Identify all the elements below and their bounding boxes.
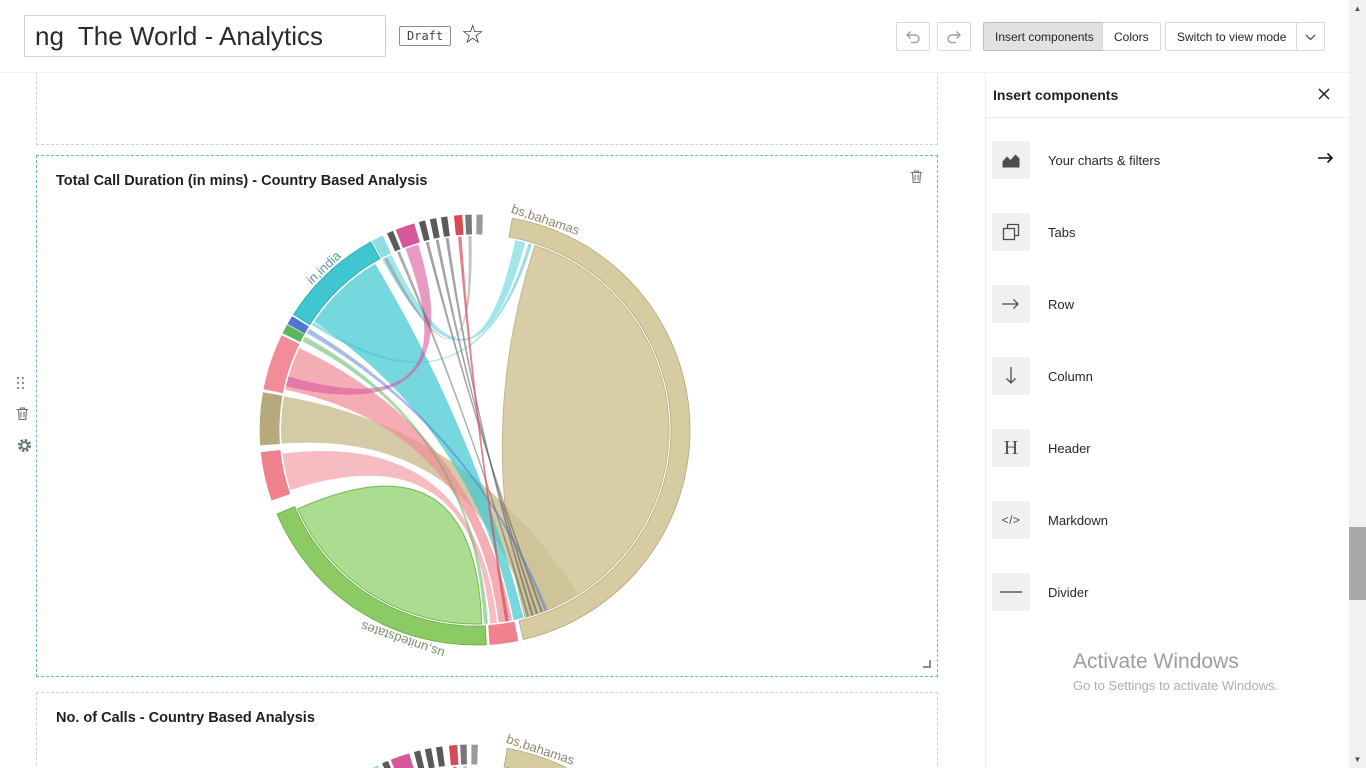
arrow-down-icon: [992, 357, 1030, 395]
trash-icon: [910, 170, 923, 184]
arrow-right-icon[interactable]: [1317, 151, 1335, 169]
sidebar-item-label: Divider: [1048, 584, 1089, 600]
close-icon: [1318, 87, 1330, 100]
favorite-star-icon[interactable]: ☆: [461, 19, 485, 49]
sidebar-item-tabs[interactable]: Tabs: [986, 196, 1349, 268]
scrollbar-thumb[interactable]: [1349, 527, 1366, 600]
panel-left-controls: [14, 376, 36, 470]
sidebar-item-list: Your charts & filters Tabs Row Column: [986, 118, 1349, 628]
header-icon: H: [992, 429, 1030, 467]
undo-icon: [906, 30, 920, 43]
sidebar-item-column[interactable]: Column: [986, 340, 1349, 412]
trash-icon: [16, 407, 29, 421]
gear-icon: [18, 439, 31, 452]
colors-button[interactable]: Colors: [1102, 22, 1161, 51]
chord-chart-call-duration: bs,bahamas us,unitedstates in,india: [37, 156, 937, 676]
insert-components-button[interactable]: Insert components: [983, 22, 1106, 51]
sidebar-item-markdown[interactable]: </> Markdown: [986, 484, 1349, 556]
drag-dots-icon: [16, 376, 25, 390]
chart-panel-no-of-calls[interactable]: No. of Calls - Country Based Analysis bs…: [36, 692, 938, 768]
area-chart-icon: [992, 141, 1030, 179]
draft-badge: Draft: [399, 26, 452, 46]
sidebar-item-divider[interactable]: Divider: [986, 556, 1349, 628]
chart-title: Total Call Duration (in mins) - Country …: [56, 173, 428, 189]
chart-title: No. of Calls - Country Based Analysis: [56, 710, 315, 726]
tabs-icon: [992, 213, 1030, 251]
sidebar-item-label: Your charts & filters: [1048, 152, 1161, 168]
sidebar-item-label: Markdown: [1048, 512, 1108, 528]
sidebar-title: Insert components: [993, 87, 1119, 103]
panel-settings-button[interactable]: [16, 437, 33, 457]
resize-handle[interactable]: [923, 660, 931, 668]
delete-panel-button[interactable]: [16, 406, 29, 424]
redo-button[interactable]: [937, 22, 971, 51]
scroll-up-arrow[interactable]: ▲: [1353, 4, 1362, 13]
drag-handle[interactable]: [16, 376, 25, 393]
vertical-scrollbar[interactable]: ▲ ▼: [1349, 0, 1366, 768]
insert-components-sidebar: Insert components Your charts & filters …: [985, 73, 1349, 768]
redo-icon: [947, 30, 961, 43]
sidebar-item-your-charts-filters[interactable]: Your charts & filters: [986, 124, 1349, 196]
close-sidebar-button[interactable]: [1314, 84, 1334, 107]
chevron-down-icon: [1305, 34, 1316, 40]
switch-view-mode-button[interactable]: Switch to view mode: [1165, 22, 1299, 51]
sidebar-header: Insert components: [986, 73, 1349, 118]
dashboard-title-input[interactable]: [24, 15, 386, 57]
sidebar-item-row[interactable]: Row: [986, 268, 1349, 340]
scroll-down-arrow[interactable]: ▼: [1353, 755, 1362, 764]
divider-icon: [992, 573, 1030, 611]
sidebar-item-label: Column: [1048, 368, 1093, 384]
delete-chart-button[interactable]: [910, 169, 923, 187]
view-mode-dropdown-button[interactable]: [1296, 22, 1325, 51]
undo-button[interactable]: [896, 22, 930, 51]
sidebar-item-label: Header: [1048, 440, 1091, 456]
arrow-right-icon: [992, 285, 1030, 323]
markdown-icon: </>: [992, 501, 1030, 539]
sidebar-item-label: Tabs: [1048, 224, 1076, 240]
top-bar: Draft ☆ Insert components Colors Switch …: [0, 0, 1349, 73]
sidebar-item-header[interactable]: H Header: [986, 412, 1349, 484]
chart-panel-call-duration[interactable]: Total Call Duration (in mins) - Country …: [36, 155, 938, 677]
sidebar-item-label: Row: [1048, 296, 1075, 312]
